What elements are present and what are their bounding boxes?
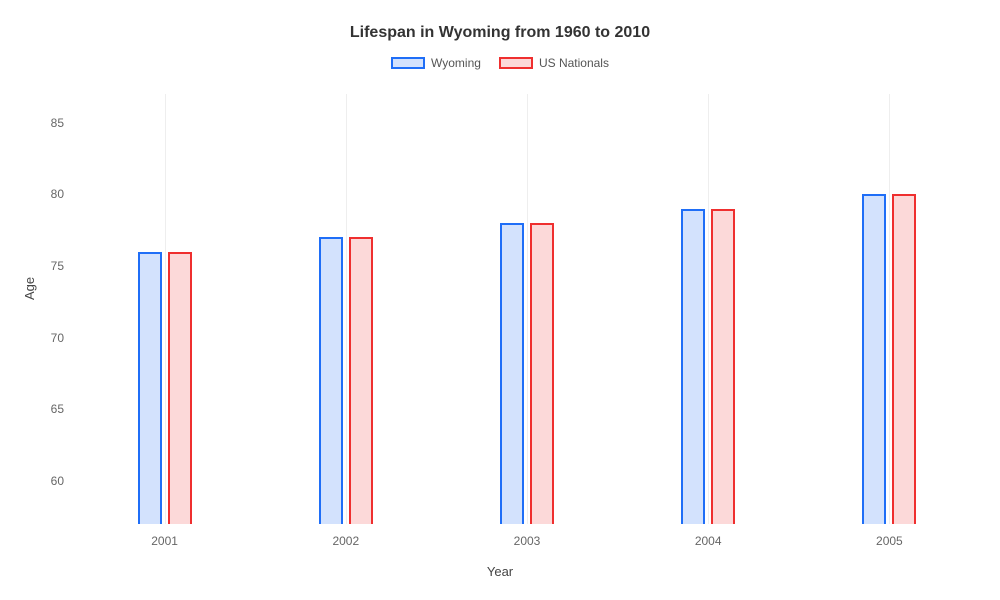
y-tick-label: 80 — [51, 187, 64, 201]
x-tick-label: 2003 — [514, 534, 541, 548]
legend-swatch — [391, 57, 425, 69]
chart-bar — [892, 194, 916, 524]
y-tick-label: 60 — [51, 474, 64, 488]
gridline — [527, 94, 528, 524]
legend-label: US Nationals — [539, 56, 609, 70]
x-tick-label: 2005 — [876, 534, 903, 548]
chart-bar — [862, 194, 886, 524]
gridline — [346, 94, 347, 524]
legend-item: US Nationals — [499, 56, 609, 70]
gridline — [165, 94, 166, 524]
chart-bar — [530, 223, 554, 524]
chart-bar — [168, 252, 192, 524]
chart-legend: Wyoming US Nationals — [0, 56, 1000, 70]
x-axis-label: Year — [0, 564, 1000, 579]
chart-bar — [319, 237, 343, 524]
chart-bar — [138, 252, 162, 524]
chart-bar — [681, 209, 705, 524]
chart-bar — [500, 223, 524, 524]
y-tick-label: 75 — [51, 259, 64, 273]
chart-bar — [711, 209, 735, 524]
legend-swatch — [499, 57, 533, 69]
y-tick-label: 85 — [51, 116, 64, 130]
legend-item: Wyoming — [391, 56, 481, 70]
gridline — [708, 94, 709, 524]
chart-bar — [349, 237, 373, 524]
chart-title: Lifespan in Wyoming from 1960 to 2010 — [0, 0, 1000, 42]
x-tick-label: 2002 — [332, 534, 359, 548]
gridline — [889, 94, 890, 524]
y-tick-label: 65 — [51, 402, 64, 416]
legend-label: Wyoming — [431, 56, 481, 70]
x-tick-label: 2001 — [151, 534, 178, 548]
y-tick-label: 70 — [51, 331, 64, 345]
plot-area: 20012002200320042005606570758085 — [74, 94, 980, 524]
x-tick-label: 2004 — [695, 534, 722, 548]
y-axis-label: Age — [22, 277, 37, 300]
